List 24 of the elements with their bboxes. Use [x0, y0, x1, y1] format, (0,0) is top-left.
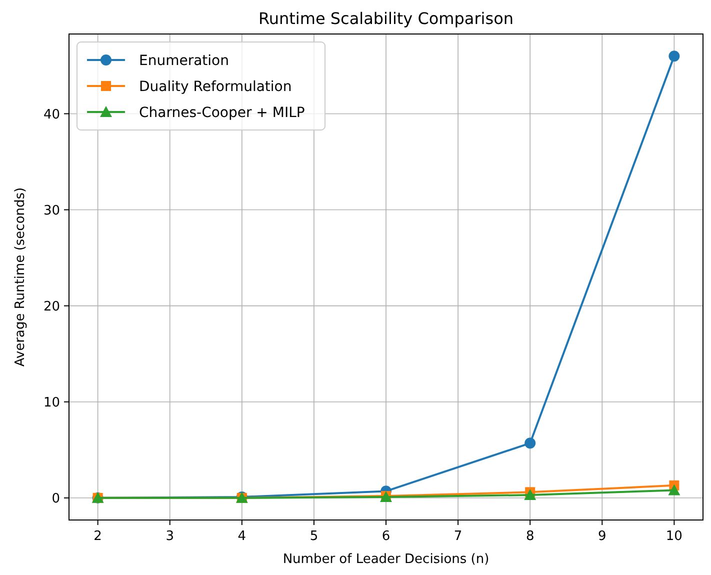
point	[524, 438, 536, 449]
x-tick-label: 3	[166, 529, 174, 544]
y-tick-label: 40	[43, 107, 60, 122]
x-tick-label: 10	[666, 529, 682, 544]
y-axis-title: Average Runtime (seconds)	[13, 187, 28, 367]
legend-label: Enumeration	[139, 52, 229, 69]
x-tick-label: 2	[94, 529, 102, 544]
x-tick-label: 5	[310, 529, 318, 544]
x-tick-label: 4	[238, 529, 246, 544]
point	[668, 50, 680, 62]
x-tick-label: 6	[382, 529, 390, 544]
chart-title: Runtime Scalability Comparison	[258, 9, 514, 28]
y-tick-label: 20	[43, 299, 60, 314]
y-tick-label: 10	[43, 395, 60, 410]
legend-label: Charnes-Cooper + MILP	[139, 104, 305, 121]
y-tick-label: 30	[43, 203, 60, 218]
x-tick-label: 9	[598, 529, 606, 544]
point	[524, 489, 536, 500]
x-tick-label: 8	[526, 529, 534, 544]
point	[668, 484, 680, 496]
x-tick-label: 7	[454, 529, 462, 544]
y-tick-label: 0	[52, 491, 60, 506]
x-axis-title: Number of Leader Decisions (n)	[282, 552, 490, 567]
legend-label: Duality Reformulation	[139, 78, 292, 95]
